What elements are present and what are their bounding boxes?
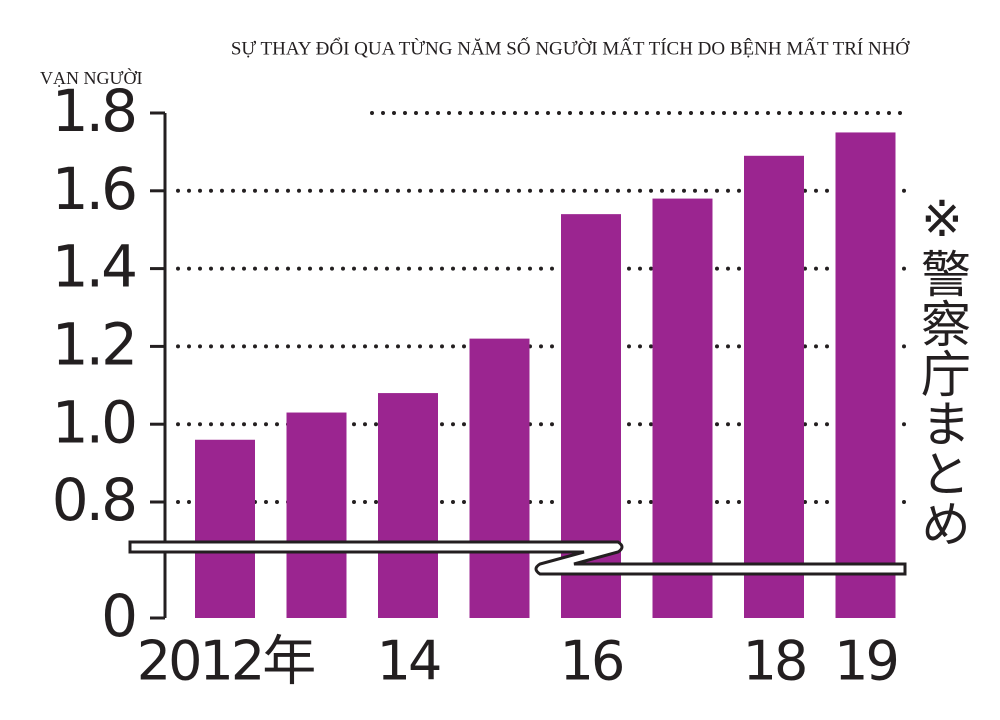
- y-tick-label: 1.8: [52, 77, 135, 145]
- y-tick-label: 0.8: [52, 466, 135, 534]
- y-tick-label: 1.6: [52, 155, 135, 223]
- x-tick-label: 2012年: [137, 630, 314, 693]
- y-tick-label: 1.4: [52, 233, 135, 301]
- bar: [744, 155, 804, 619]
- y-tick-label: 1.2: [52, 311, 135, 379]
- bar: [652, 198, 713, 618]
- y-tick-label: 1.0: [52, 388, 135, 456]
- axis-break: [128, 540, 907, 576]
- x-tick-label: 19: [834, 630, 897, 693]
- bar: [195, 439, 255, 618]
- y-axis-label: VẠN NGƯỜI: [40, 67, 142, 88]
- x-tick-label: 18: [743, 630, 806, 693]
- bar: [286, 412, 347, 618]
- annotation: ※警察庁まとめ: [913, 190, 971, 548]
- chart-title: SỰ THAY ĐỔI QUA TỪNG NĂM SỐ NGƯỜI MẤT TÍ…: [231, 37, 911, 59]
- bar: [469, 338, 530, 618]
- bar: [378, 393, 438, 618]
- bar: [835, 132, 896, 618]
- y-tick-label: 0: [101, 582, 135, 650]
- x-tick-label: 16: [560, 630, 623, 693]
- x-tick-label: 14: [377, 630, 440, 693]
